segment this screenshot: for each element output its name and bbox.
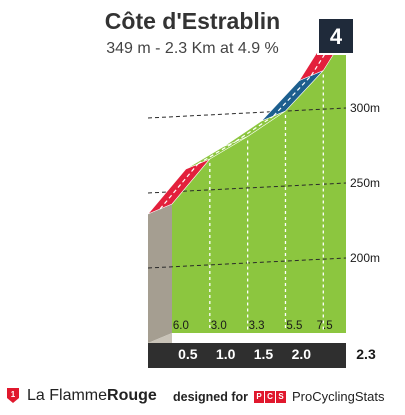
footer: 1 La Flamme Rouge designed for P C S ProC… [0, 385, 405, 409]
y-gridline [147, 182, 347, 194]
la-flamme-rouge-logo[interactable]: 1 La Flamme Rouge [5, 387, 157, 405]
band-edge [148, 333, 172, 343]
category-number: 4 [330, 24, 343, 49]
profile-front-face [148, 204, 172, 343]
gradient-label: 3.0 [211, 320, 227, 332]
designed-for-text: designed for [173, 389, 249, 404]
pcs-name-text[interactable]: ProCyclingStats [292, 389, 385, 404]
y-gridline [147, 257, 347, 269]
segment-midline [235, 115, 274, 142]
elevation-tick-label: 250m [350, 176, 380, 190]
brand-text-right: Rouge [107, 387, 157, 404]
designed-for-credit: designed for P C S ProCyclingStats [173, 389, 385, 404]
pcs-logo-icon[interactable]: P C S [254, 390, 287, 403]
segment-midline [197, 140, 236, 165]
elevation-tick-label: 200m [350, 251, 380, 265]
gradient-label: 7.5 [317, 320, 333, 332]
gradient-label: 3.3 [249, 320, 265, 332]
elevation-tick-label: 300m [350, 101, 380, 115]
segment-midline [159, 163, 199, 210]
pcs-letter: C [265, 390, 276, 403]
category-badge [317, 17, 355, 55]
distance-label: 2.3 [356, 346, 376, 362]
brand-text-left: La Flamme [27, 387, 108, 404]
gradient-label: 6.0 [173, 320, 189, 332]
distance-label: 0.5 [178, 346, 198, 362]
y-gridline [147, 107, 347, 119]
distance-label: 2.0 [292, 346, 312, 362]
flamme-rouge-flag-icon: 1 [7, 388, 19, 403]
distance-label: 1.5 [254, 346, 274, 362]
pcs-letter: S [276, 390, 287, 403]
segment-midline [273, 75, 312, 117]
distance-band [148, 343, 346, 368]
elevation-profile-chart: 4 6.0 3.0 3.3 5.5 7.5 0.5 1.0 1.5 2.0 2.3 200m 250m… [147, 17, 380, 368]
pcs-letter: P [254, 390, 265, 403]
climb-subtitle: 349 m - 2.3 Km at 4.9 % [106, 40, 279, 57]
profile-side-fill [172, 34, 346, 333]
climb-title: Côte d'Estrablin [104, 8, 281, 34]
distance-label: 1.0 [216, 346, 236, 362]
svg-text:1: 1 [11, 390, 16, 399]
gradient-label: 5.5 [286, 320, 302, 332]
